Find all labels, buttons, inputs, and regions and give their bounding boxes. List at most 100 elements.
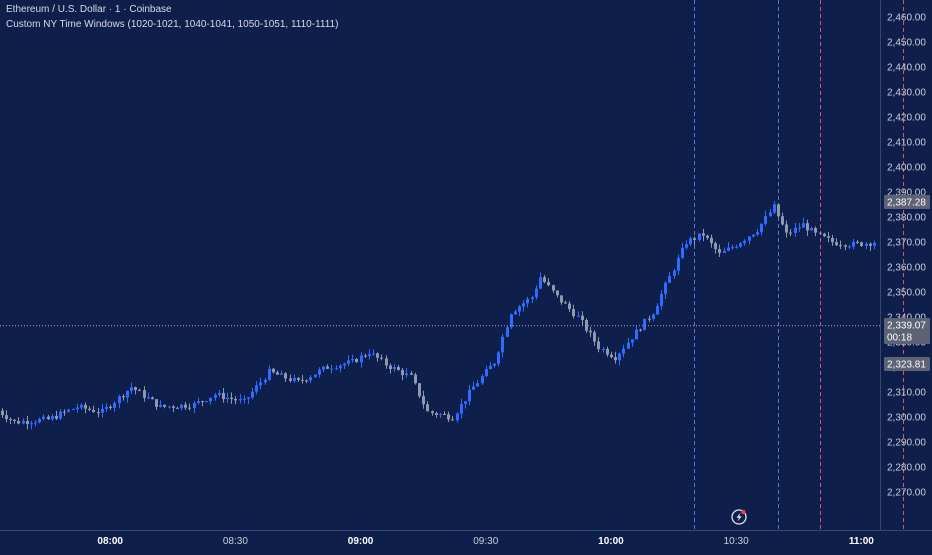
candle-body xyxy=(230,397,233,400)
candle-body xyxy=(67,409,70,412)
candle-body xyxy=(297,377,300,380)
low-price-label: 2,323.81 xyxy=(887,360,926,371)
bar-countdown: 00:18 xyxy=(887,333,912,344)
candle-body xyxy=(389,365,392,370)
candle-body xyxy=(355,359,358,363)
candle-body xyxy=(180,404,183,409)
candle-body xyxy=(214,394,217,398)
candle-body xyxy=(380,357,383,359)
candle-body xyxy=(30,423,33,425)
candle-body xyxy=(92,409,95,413)
candle-body xyxy=(564,302,567,304)
candle-body xyxy=(13,419,16,421)
candle-body xyxy=(88,408,91,410)
candle-body xyxy=(518,306,521,312)
flash-icon[interactable] xyxy=(731,509,747,525)
candle-body xyxy=(397,367,400,371)
candle-body xyxy=(577,315,580,317)
candle-body xyxy=(506,327,509,337)
candle-body xyxy=(322,366,325,370)
candle-body xyxy=(118,396,121,404)
candle-body xyxy=(268,368,271,380)
candle-body xyxy=(597,341,600,350)
candle-body xyxy=(314,374,317,378)
chart-title: Ethereum / U.S. Dollar · 1 · Coinbase xyxy=(6,4,172,15)
time-tick-label: 11:00 xyxy=(849,536,874,547)
candle-body xyxy=(743,240,746,244)
candle-body xyxy=(113,403,116,408)
candle-body xyxy=(289,378,292,381)
candle-body xyxy=(17,420,20,424)
candle-body xyxy=(798,227,801,229)
candle-body xyxy=(105,406,108,409)
candle-body xyxy=(677,257,680,271)
candle-body xyxy=(693,238,696,240)
time-tick-label: 09:00 xyxy=(348,536,374,547)
candle-body xyxy=(727,247,730,251)
candle-body xyxy=(560,295,563,303)
price-tick-label: 2,380.00 xyxy=(887,213,926,224)
candle-body xyxy=(38,419,41,423)
candle-body xyxy=(802,223,805,228)
candle-body xyxy=(869,243,872,246)
time-window-lines xyxy=(694,0,904,530)
time-axis[interactable]: :3008:0008:3009:0009:3010:0010:3011:0011… xyxy=(0,530,932,548)
candle-body xyxy=(602,348,605,350)
candle-body xyxy=(234,399,237,401)
candle-body xyxy=(848,246,851,248)
candle-body xyxy=(689,238,692,245)
candle-body xyxy=(481,376,484,384)
candle-body xyxy=(660,294,663,306)
candle-body xyxy=(456,413,459,421)
candle-body xyxy=(343,363,346,366)
candle-body xyxy=(777,204,780,217)
candle-body xyxy=(122,396,125,398)
candle-body xyxy=(147,397,150,399)
candle-body xyxy=(188,407,191,409)
candle-body xyxy=(284,373,287,379)
candle-body xyxy=(422,396,425,405)
price-tick-label: 2,360.00 xyxy=(887,263,926,274)
candle-body xyxy=(493,363,496,366)
price-tick-label: 2,270.00 xyxy=(887,488,926,499)
candle-body xyxy=(218,392,221,395)
candle-body xyxy=(501,336,504,353)
candle-body xyxy=(839,245,842,247)
candle-body xyxy=(76,407,79,410)
price-tick-label: 2,370.00 xyxy=(887,238,926,249)
candle-body xyxy=(648,318,651,320)
candle-body xyxy=(631,339,634,343)
candle-body xyxy=(698,233,701,240)
candle-body xyxy=(368,354,371,356)
candle-body xyxy=(276,372,279,375)
candle-body xyxy=(431,411,434,414)
candle-body xyxy=(606,348,609,355)
candle-body xyxy=(585,319,588,331)
candle-body xyxy=(814,228,817,233)
candle-body xyxy=(852,241,855,247)
price-tick-label: 2,460.00 xyxy=(887,13,926,24)
candle-body xyxy=(5,415,8,420)
candle-body xyxy=(72,409,75,411)
candle-body xyxy=(664,282,667,295)
candle-body xyxy=(572,309,575,317)
candle-body xyxy=(681,247,684,258)
candle-body xyxy=(280,373,283,375)
price-tick-label: 2,350.00 xyxy=(887,288,926,299)
indicator-label[interactable]: Custom NY Time Windows (1020-1021, 1040-… xyxy=(6,19,339,30)
candle-body xyxy=(806,223,809,231)
candle-body xyxy=(360,355,363,363)
candle-body xyxy=(385,358,388,366)
candle-body xyxy=(510,314,513,328)
candle-body xyxy=(827,236,830,238)
candle-body xyxy=(168,406,171,408)
candle-body xyxy=(789,232,792,234)
candle-body xyxy=(301,379,304,381)
candle-body xyxy=(643,318,646,331)
candle-body xyxy=(614,357,617,361)
candle-body xyxy=(439,414,442,416)
candle-body xyxy=(769,212,772,217)
